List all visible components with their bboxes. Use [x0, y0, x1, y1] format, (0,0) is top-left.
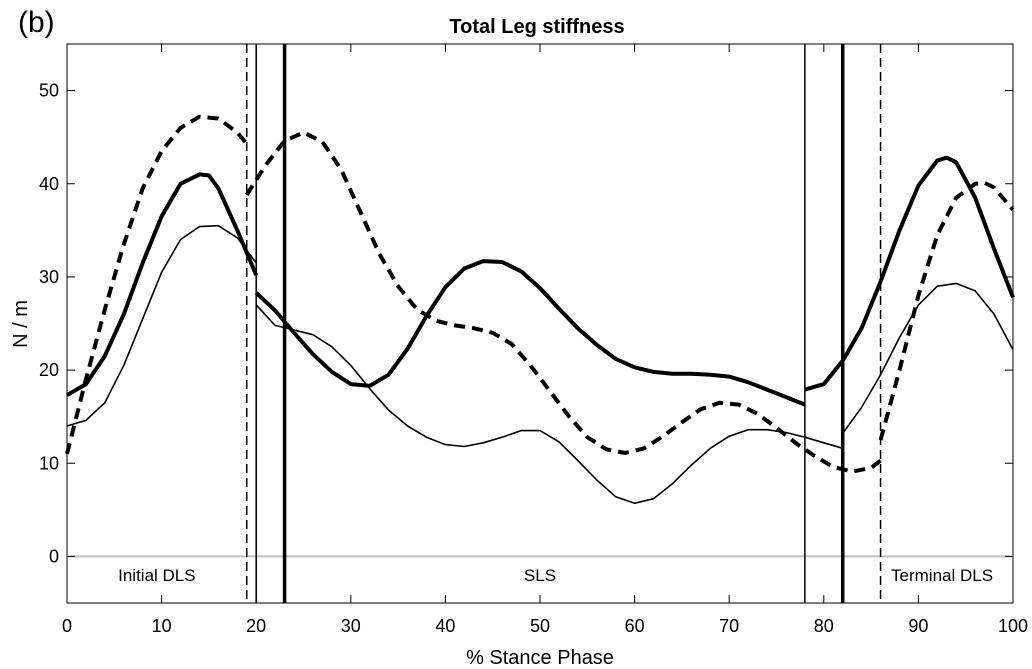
y-tick-label: 10: [39, 453, 59, 473]
phase-label: SLS: [524, 566, 556, 585]
series-3-line: [255, 304, 843, 505]
x-tick-label: 50: [530, 616, 550, 636]
x-axis-label: % Stance Phase: [466, 647, 614, 669]
panel-label: (b): [18, 6, 55, 39]
series-1-line: [254, 259, 806, 407]
chart-title: Total Leg stiffness: [449, 16, 624, 38]
phase-label: Initial DLS: [118, 566, 195, 585]
phase-label: Terminal DLS: [891, 566, 993, 585]
series-2-line: [878, 180, 1015, 441]
x-tick-label: 30: [341, 616, 361, 636]
plot-area: [66, 43, 1014, 604]
y-tick-label: 0: [49, 546, 59, 566]
x-tick-label: 80: [814, 616, 834, 636]
series-3-line: [842, 282, 1014, 434]
series-2-line: [65, 114, 249, 455]
y-tick-label: 50: [39, 81, 59, 101]
x-tick-label: 90: [908, 616, 928, 636]
y-tick-label: 40: [39, 174, 59, 194]
x-tick-label: 100: [998, 616, 1028, 636]
y-axis-label: N / m: [10, 300, 32, 348]
x-tick-label: 10: [152, 616, 172, 636]
x-tick-label: 60: [625, 616, 645, 636]
series-3-line: [66, 224, 257, 427]
x-tick-label: 20: [246, 616, 266, 636]
series-1-line: [65, 172, 259, 397]
y-tick-label: 20: [39, 360, 59, 380]
x-tick-label: 70: [719, 616, 739, 636]
x-tick-label: 40: [435, 616, 455, 636]
series-1-line: [804, 155, 1015, 392]
x-tick-label: 0: [62, 616, 72, 636]
y-tick-label: 30: [39, 267, 59, 287]
